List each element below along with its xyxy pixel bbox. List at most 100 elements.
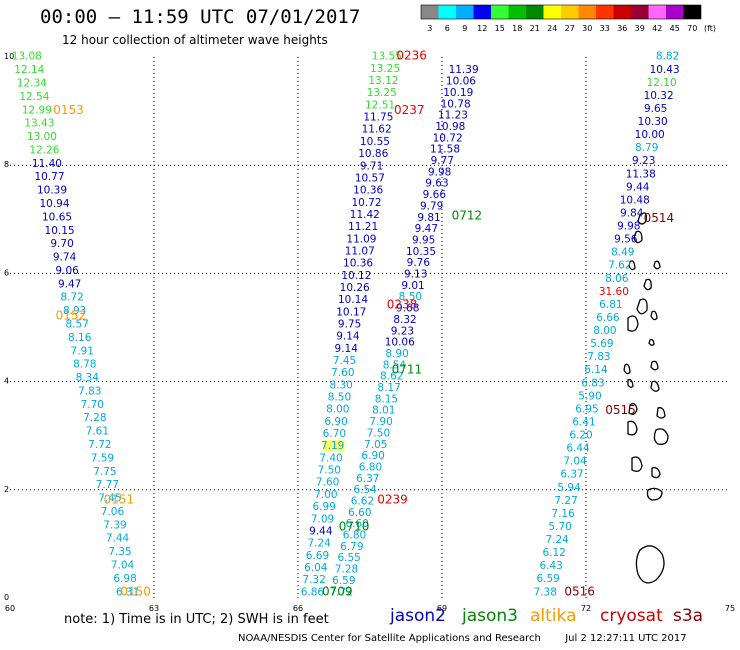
wave-height-value: 9.13 [404,269,427,281]
wave-height-value: 8.79 [635,142,658,154]
wave-height-value: 8.34 [76,372,100,384]
pass-label: 0515 [605,403,636,417]
colorbar-swatch [508,5,526,19]
colorbar-swatch [631,5,649,19]
wave-height-value: 10.65 [42,211,72,223]
wave-height-value: 8.57 [66,319,89,331]
wave-height-value: 10.94 [39,198,69,210]
wave-height-value: 9.66 [423,189,447,201]
colorbar-tick-label: 42 [652,24,662,33]
pass-label: 0150 [120,584,151,598]
colorbar-tick-label: 36 [617,24,627,33]
pass-label: 0151 [104,492,135,506]
colorbar-tick-label: 70 [687,24,697,33]
wave-height-value: 6.60 [348,507,371,519]
land-outline [623,363,631,375]
wave-height-value: 6.95 [575,403,598,415]
wave-height-value: 5.94 [557,482,581,494]
wave-height-value: 6.80 [359,461,382,473]
land-outline [637,212,648,225]
wave-height-value: 13.25 [370,63,400,75]
wave-height-value: 11.09 [346,233,376,245]
wave-height-value: 8.06 [605,273,629,285]
colorbar-swatch [421,5,439,19]
wave-height-value: 9.75 [338,319,361,331]
wave-height-value: 10.30 [638,116,668,128]
wave-height-value: 9.47 [415,223,438,235]
wave-height-value: 7.61 [86,426,109,438]
land-outline [633,230,643,244]
wave-height-value: 6.31 [116,586,139,598]
wave-height-value: 11.38 [626,168,656,180]
colorbar-tick-label: 9 [462,24,467,33]
colorbar-swatch [596,5,614,19]
legend-jason3: jason3 [462,606,518,626]
colorbar-tick-label: 33 [600,24,610,33]
wave-height-value: 11.21 [348,221,378,233]
wave-height-value: 12.51 [365,99,395,111]
wave-height-value: 12.10 [647,77,677,89]
wave-height-value: 10.77 [34,171,64,183]
y-tick-label: 4 [4,377,9,386]
wave-height-value: 6.12 [542,547,565,559]
land-outline [653,428,669,445]
wave-height-value: 10.12 [341,270,371,282]
wave-height-value: 7.06 [101,506,125,518]
wave-height-value: 9.06 [55,265,79,277]
land-outline [650,310,658,321]
wave-height-value: 7.19 [321,440,344,452]
wave-height-value: 8.17 [377,382,400,394]
wave-height-value: 10.39 [37,185,67,197]
colorbar-tick-label: 12 [477,24,487,33]
wave-height-value: 31.60 [599,286,629,298]
wave-height-value: 11.42 [350,209,380,221]
wave-height-value: 7.00 [314,489,337,501]
footer-credits: NOAA/NESDIS Center for Satellite Applica… [238,633,687,644]
wave-height-value: 6.90 [361,450,384,462]
wave-height-value: 7.50 [367,427,390,439]
wave-height-value: 7.28 [83,412,106,424]
wave-height-value: 11.62 [362,124,392,136]
wave-height-value: 11.75 [363,112,393,124]
wave-height-value: 6.37 [560,469,583,481]
wave-height-value: 7.59 [91,452,114,464]
colorbar-tick-label: 39 [635,24,645,33]
wave-height-value: 7.39 [103,519,126,531]
y-tick-label: 2 [4,485,9,494]
land-outline [646,487,663,501]
colorbar-swatch [456,5,474,19]
wave-height-value: 8.00 [326,404,349,416]
wave-height-value: 6.37 [356,473,379,485]
colorbar-unit: (ft) [704,24,716,33]
wave-height-value: 7.05 [364,439,387,451]
wave-height-value: 8.32 [393,314,416,326]
wave-height-value: 9.63 [425,178,448,190]
wave-height-value: 6.41 [572,416,595,428]
wave-height-value: 6.44 [566,443,590,455]
wave-height-value: 8.90 [385,348,408,360]
land-outline [643,278,652,291]
wave-height-value: 8.93 [63,305,86,317]
wave-height-value: 13.55 [372,51,402,63]
wave-height-value: 10.06 [446,76,476,88]
colorbar-tick-label: 24 [547,24,557,33]
wave-height-value: 9.95 [412,234,435,246]
wave-height-value: 9.79 [420,200,443,212]
highlight-box [322,440,345,452]
wave-height-value: 7.44 [106,533,130,545]
legend-altika: altika [530,606,577,626]
pass-label: 0710 [339,519,370,533]
wave-height-value: 7.62 [608,260,631,272]
wave-height-value: 9.84 [620,207,644,219]
wave-height-value: 10.26 [340,282,370,294]
wave-height-value: 8.15 [375,393,398,405]
land-outline [650,360,659,371]
pass-label: 0514 [644,211,675,225]
wave-height-value: 8.50 [399,291,422,303]
land-outline [653,260,661,270]
wave-height-value: 9.98 [428,166,451,178]
wave-height-value: 8.01 [372,405,395,417]
wave-height-value: 6.80 [343,530,366,542]
y-tick-label: 8 [4,160,9,169]
